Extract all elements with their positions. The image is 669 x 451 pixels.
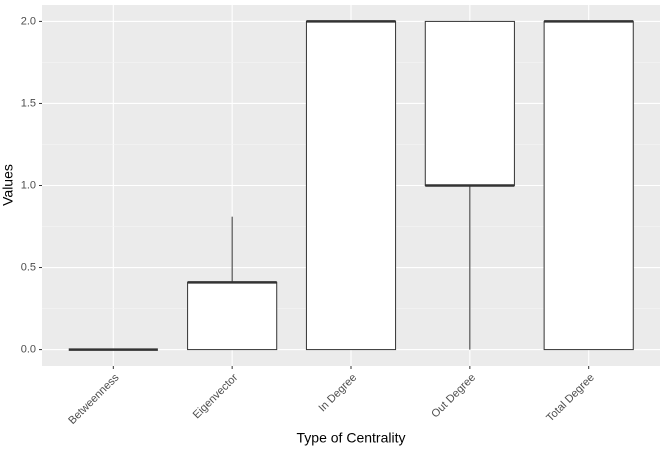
- x-axis-title: Type of Centrality: [297, 430, 406, 446]
- box: [424, 20, 515, 187]
- y-tick-label: 0.5: [21, 261, 36, 273]
- y-tick-label: 1.5: [21, 97, 36, 109]
- y-axis-title: Values: [0, 164, 16, 206]
- x-tick-label: Out Degree: [429, 372, 478, 421]
- box: [305, 20, 397, 351]
- y-tick-label: 0.0: [21, 343, 36, 355]
- x-tick-label: Total Degree: [544, 372, 597, 425]
- y-tick-label: 1.0: [21, 179, 36, 191]
- box: [187, 281, 278, 351]
- x-tick-label: In Degree: [317, 372, 360, 415]
- box: [543, 20, 634, 351]
- x-tick-label: Eigenvector: [191, 371, 241, 421]
- x-tick-label: Betweenness: [66, 371, 122, 427]
- y-tick-label: 2.0: [21, 15, 36, 27]
